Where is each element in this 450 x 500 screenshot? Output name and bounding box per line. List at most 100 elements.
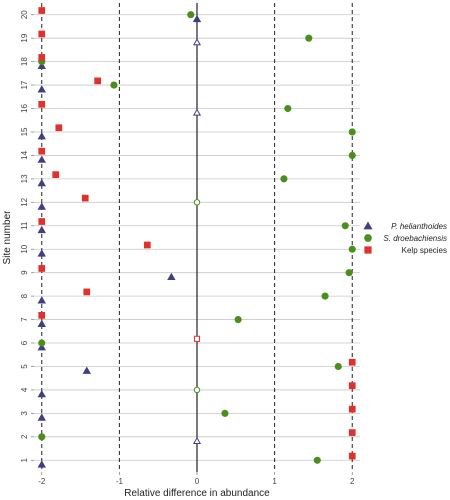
triangle-marker <box>37 155 46 163</box>
circle-marker <box>313 456 321 464</box>
x-tick-label: -2 <box>38 477 46 486</box>
y-tick-label: 8 <box>20 293 29 298</box>
legend-marker-triangle <box>363 221 373 230</box>
y-tick-label: 1 <box>20 458 29 463</box>
square-marker <box>38 100 46 108</box>
y-tick-label: 15 <box>20 127 29 136</box>
circle-marker <box>38 433 46 441</box>
circle-marker <box>334 362 342 371</box>
circle-marker <box>280 175 288 183</box>
y-tick-label: 14 <box>20 150 29 159</box>
circle-marker <box>193 199 201 206</box>
triangle-marker <box>37 343 46 351</box>
triangle-marker <box>37 319 46 327</box>
y-tick-label: 17 <box>20 80 29 89</box>
circle-marker <box>348 245 356 253</box>
reference-lines <box>41 3 353 472</box>
circle-marker <box>321 292 329 300</box>
triangle-marker <box>192 14 202 23</box>
circle-marker <box>348 128 356 136</box>
legend-item-2: Kelp species <box>364 246 447 255</box>
legend-marker-circle <box>364 234 372 242</box>
legend-label: P. helianthoides <box>391 222 447 231</box>
triangle-marker <box>37 225 46 234</box>
triangle-marker <box>82 366 91 374</box>
square-marker <box>38 54 46 61</box>
legend-label: Kelp species <box>402 246 447 255</box>
triangle-marker <box>167 272 176 281</box>
circle-marker <box>348 151 356 159</box>
square-marker <box>348 452 356 460</box>
y-tick-label: 11 <box>20 221 29 230</box>
circle-marker <box>193 386 201 394</box>
x-tick-label: 0 <box>195 477 200 486</box>
square-marker <box>38 30 46 38</box>
x-tick-label: -1 <box>116 477 124 486</box>
triangle-marker <box>37 389 46 398</box>
legend-item-1: S. droebachiensis <box>364 234 447 243</box>
square-marker <box>38 147 46 155</box>
y-tick-label: 5 <box>20 364 29 369</box>
triangle-marker <box>37 249 46 257</box>
legend: P. helianthoides S. droebachiensis Kelp … <box>363 221 447 255</box>
square-marker <box>193 335 201 342</box>
y-tick-label: 4 <box>20 387 29 392</box>
square-marker <box>94 77 102 85</box>
circle-marker <box>187 11 195 19</box>
triangle-marker <box>192 38 202 46</box>
square-marker <box>348 405 356 413</box>
square-marker <box>348 382 356 390</box>
circle-marker <box>221 409 229 417</box>
y-tick-label: 19 <box>20 33 29 42</box>
square-marker <box>348 358 356 366</box>
y-tick-label: 2 <box>20 434 29 439</box>
y-tick-label: 20 <box>20 10 29 19</box>
square-marker <box>38 265 46 272</box>
circle-marker <box>234 316 242 324</box>
square-marker <box>143 241 151 249</box>
y-tick-label: 16 <box>20 104 29 113</box>
circle-marker <box>345 269 353 277</box>
triangle-marker <box>192 108 202 116</box>
triangle-marker <box>37 85 46 93</box>
square-marker <box>38 218 46 225</box>
y-tick-label: 9 <box>20 270 29 275</box>
circle-marker <box>284 104 292 113</box>
triangle-marker <box>192 436 202 444</box>
y-tick-label: 13 <box>20 174 29 183</box>
x-axis-title: Relative difference in abundance <box>124 488 270 499</box>
x-tick-label: 2 <box>350 477 355 486</box>
square-marker <box>38 7 46 14</box>
square-marker <box>38 311 46 319</box>
legend-item-0: P. helianthoides <box>363 221 447 231</box>
y-tick-label: 10 <box>20 244 29 253</box>
triangle-marker <box>37 296 46 304</box>
triangle-marker <box>37 202 46 210</box>
circle-marker <box>305 34 313 42</box>
circle-marker <box>38 339 46 347</box>
square-marker <box>83 288 91 296</box>
legend-label: S. droebachiensis <box>383 234 447 243</box>
y-tick-label: 7 <box>20 317 29 322</box>
data-points <box>37 7 356 468</box>
triangle-marker <box>37 413 46 421</box>
y-tick-label: 3 <box>20 411 29 416</box>
square-marker <box>348 429 356 436</box>
square-marker <box>52 171 60 179</box>
y-tick-label: 18 <box>20 57 29 66</box>
y-tick-label: 12 <box>20 197 29 206</box>
triangle-marker <box>37 131 46 140</box>
square-marker <box>55 124 63 132</box>
y-tick-label: 6 <box>20 340 29 345</box>
triangle-marker <box>37 61 46 69</box>
y-axis-title: Site number <box>2 210 13 265</box>
x-tick-label: 1 <box>272 477 277 486</box>
circle-marker <box>110 81 118 89</box>
triangle-marker <box>37 178 46 187</box>
legend-marker-square <box>364 246 372 254</box>
circle-marker <box>341 222 349 230</box>
square-marker <box>81 194 89 202</box>
triangle-marker <box>37 460 46 468</box>
